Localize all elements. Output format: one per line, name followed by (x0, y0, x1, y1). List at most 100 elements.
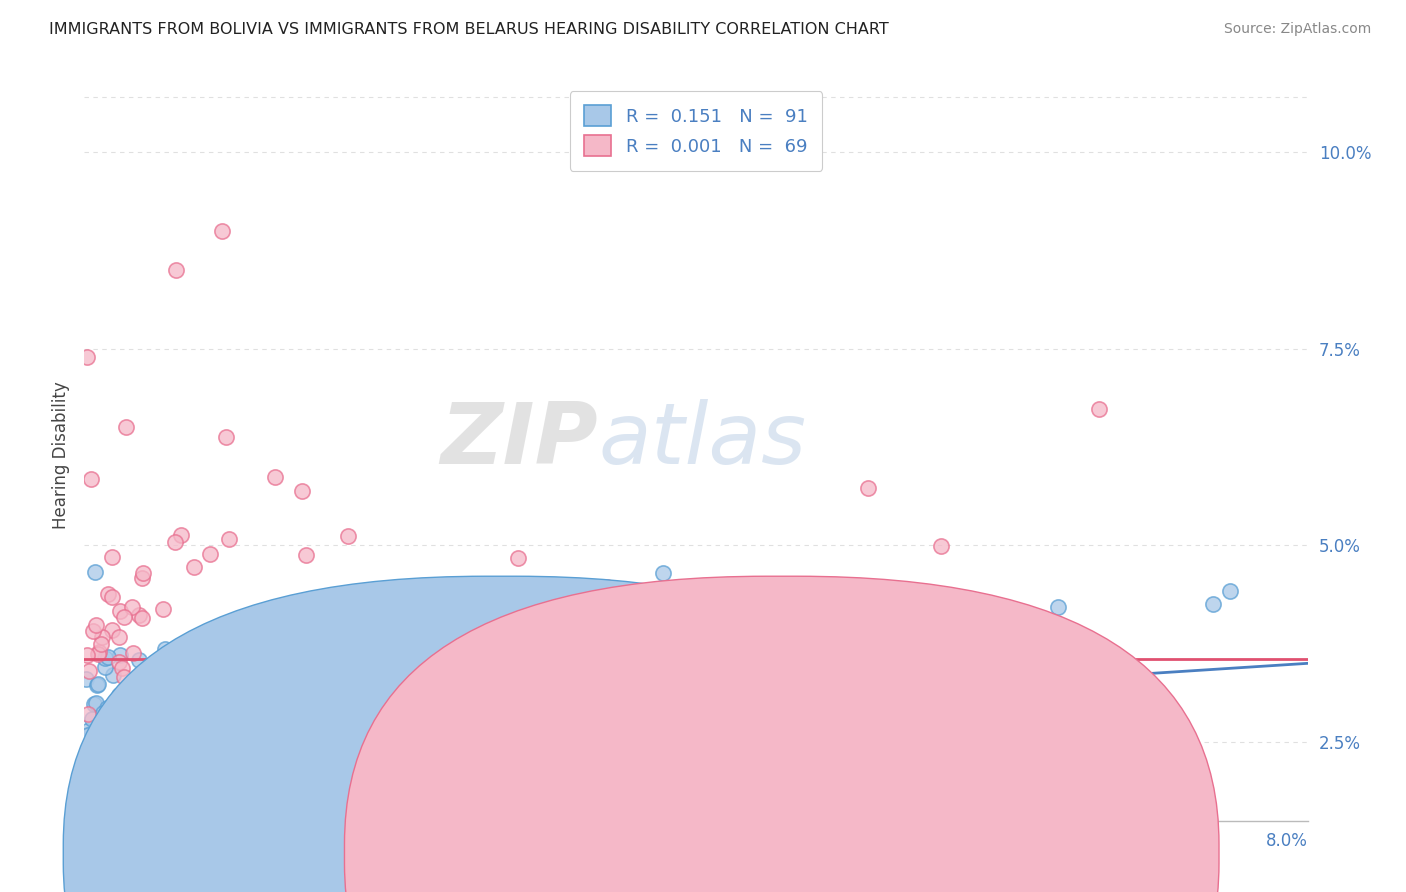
Point (91, 706, 114, 720)
Point (110, 723, 132, 737)
Point (101, 667, 124, 681)
Point (87, 722, 110, 736)
Point (118, 727, 141, 741)
Point (280, 672, 302, 686)
Text: Immigrants from Bolivia: Immigrants from Bolivia (534, 845, 718, 859)
Text: 8.0%: 8.0% (1265, 832, 1308, 850)
Text: Immigrants from Belarus: Immigrants from Belarus (801, 845, 993, 859)
Point (215, 430, 238, 444)
Point (77, 707, 100, 722)
Text: atlas: atlas (598, 399, 806, 482)
Point (86, 722, 108, 736)
Text: 0.0%: 0.0% (84, 832, 127, 850)
Point (84, 617, 107, 632)
Point (122, 646, 145, 660)
Point (112, 669, 135, 683)
Point (167, 676, 190, 690)
Point (837, 605, 859, 619)
Point (129, 769, 152, 783)
Point (94, 660, 117, 674)
Point (165, 724, 187, 739)
Point (198, 548, 221, 562)
Point (652, 566, 675, 580)
Point (117, 724, 139, 739)
Point (79, 472, 101, 486)
Point (245, 686, 267, 700)
Point (218, 532, 240, 546)
Point (83, 565, 105, 579)
Point (1088, 402, 1111, 417)
Point (77, 728, 100, 742)
Point (131, 571, 153, 585)
Point (1038, 629, 1060, 643)
Point (183, 728, 205, 742)
Point (128, 608, 150, 623)
Point (108, 631, 131, 645)
Point (562, 698, 585, 712)
Point (1219, 584, 1241, 599)
Point (678, 690, 700, 704)
Point (115, 781, 138, 796)
Point (77, 665, 100, 679)
Point (934, 696, 956, 710)
Point (84, 696, 107, 710)
Point (132, 566, 155, 581)
Legend: R =  0.151   N =  91, R =  0.001   N =  69: R = 0.151 N = 91, R = 0.001 N = 69 (569, 91, 823, 170)
Point (134, 674, 156, 689)
Point (131, 697, 153, 711)
Point (101, 702, 124, 716)
Y-axis label: Hearing Disability: Hearing Disability (52, 381, 70, 529)
Point (86, 745, 108, 759)
Point (83, 750, 105, 764)
Point (129, 693, 152, 707)
Point (579, 642, 602, 657)
Point (184, 665, 207, 679)
Point (139, 726, 162, 740)
Point (211, 703, 233, 717)
Point (153, 641, 176, 656)
Point (337, 529, 360, 543)
Point (96, 739, 118, 754)
Point (76, 746, 98, 760)
Point (562, 653, 585, 667)
Point (149, 662, 172, 676)
Point (96, 700, 118, 714)
Point (96, 719, 118, 733)
Point (256, 753, 278, 767)
Point (152, 683, 174, 698)
Point (87, 647, 110, 661)
Point (257, 665, 280, 680)
Point (108, 648, 131, 663)
Point (76, 350, 98, 364)
Point (94, 650, 117, 665)
Point (225, 628, 247, 642)
Point (572, 655, 595, 669)
Point (100, 591, 122, 605)
Point (815, 582, 838, 597)
Point (883, 681, 905, 696)
Point (89, 645, 111, 659)
Point (132, 718, 155, 732)
Point (287, 698, 309, 712)
Point (76, 723, 98, 738)
Point (96, 739, 118, 753)
Point (295, 638, 318, 652)
Point (586, 719, 609, 733)
Text: IMMIGRANTS FROM BOLIVIA VS IMMIGRANTS FROM BELARUS HEARING DISABILITY CORRELATIO: IMMIGRANTS FROM BOLIVIA VS IMMIGRANTS FR… (49, 22, 889, 37)
Point (112, 610, 135, 624)
Point (108, 688, 131, 702)
Point (79, 798, 101, 813)
Point (291, 483, 314, 498)
Point (143, 747, 166, 762)
Point (229, 751, 252, 765)
Point (295, 549, 318, 563)
Point (226, 797, 249, 812)
Point (190, 704, 212, 718)
Text: ZIP: ZIP (440, 399, 598, 482)
Point (87, 775, 110, 789)
Point (79, 745, 101, 759)
Point (170, 528, 193, 542)
Point (440, 648, 463, 663)
Point (131, 611, 153, 625)
Point (80, 759, 103, 773)
